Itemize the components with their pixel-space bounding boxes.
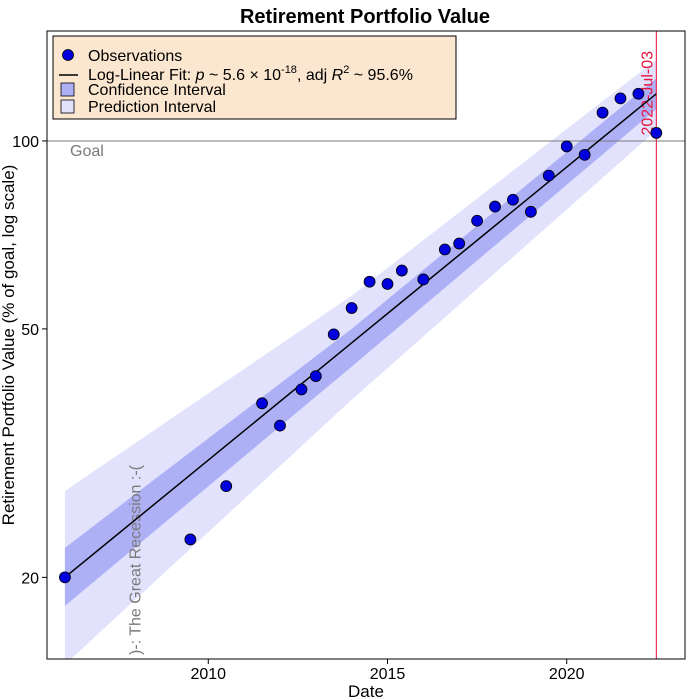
data-point (596, 106, 609, 119)
legend-confidence-label: Confidence Interval (88, 82, 226, 99)
legend-confidence-swatch (60, 82, 75, 97)
goal-label: Goal (70, 143, 104, 160)
legend-fit-r-exponent: 2 (343, 64, 349, 76)
data-point (59, 571, 71, 584)
legend-fit-exponent: -18 (281, 64, 297, 76)
data-point (453, 237, 466, 250)
legend-fit-adj: , adj (297, 67, 332, 84)
data-point (327, 328, 340, 341)
legend-observations-marker (62, 49, 74, 61)
y-tick-label: 100 (12, 134, 39, 151)
legend-fit-label: Log-Linear Fit: p ~ 5.6 × 10-18, adj R2 … (88, 64, 413, 84)
x-tick-label: 2010 (190, 666, 226, 683)
data-point (220, 480, 233, 493)
legend-prediction-swatch (60, 99, 75, 114)
data-point (650, 127, 663, 139)
recession-label: )-: The Great Recession :-( (128, 464, 145, 655)
data-point (578, 148, 591, 161)
y-tick-label: 20 (21, 570, 39, 587)
date-marker-label: 2022-Jul-03 (639, 51, 656, 136)
data-point (507, 193, 519, 206)
x-axis-title: Date (348, 682, 384, 700)
data-point (184, 533, 197, 546)
data-point (256, 397, 268, 410)
y-tick-label: 50 (21, 322, 39, 339)
y-axis: 20 50 100 (12, 134, 47, 587)
data-point (524, 205, 537, 218)
legend-fit-p: p (195, 67, 205, 84)
data-point (614, 92, 627, 105)
data-point (309, 370, 322, 383)
fit-line (64, 93, 657, 578)
y-axis-title: Retirement Portfolio Value (% of goal, l… (0, 165, 18, 526)
legend-box (52, 35, 457, 120)
data-point (417, 273, 430, 286)
x-axis: 2010 2015 2020 (190, 659, 585, 683)
data-point (274, 419, 286, 432)
plot-area: Goal 2022-Jul-03 )-: The Great Recession :… (47, 31, 685, 659)
data-point (489, 200, 501, 213)
data-point (438, 243, 451, 256)
legend: Observations Log-Linear Fit: p ~ 5.6 × 1… (52, 35, 457, 120)
data-point (395, 264, 408, 277)
chart-title: Retirement Portfolio Value (240, 6, 490, 28)
legend-observations-label: Observations (88, 48, 182, 65)
data-point (560, 140, 573, 153)
legend-fit-tail: ~ 95.6% (349, 67, 413, 84)
x-tick-label: 2020 (549, 666, 585, 683)
data-point (295, 383, 308, 396)
data-point (345, 302, 358, 314)
legend-fit-r: R (332, 67, 344, 84)
legend-fit-approx: ~ 5.6 × 10 (205, 67, 282, 84)
legend-fit-prefix: Log-Linear Fit: (88, 67, 196, 84)
legend-prediction-label: Prediction Interval (88, 99, 216, 116)
confidence-band (64, 78, 657, 606)
plot-frame (46, 30, 686, 660)
data-point (381, 278, 394, 290)
data-point (542, 169, 555, 182)
data-point (632, 87, 645, 100)
data-point (363, 275, 376, 288)
data-point (471, 214, 484, 227)
x-tick-label: 2015 (370, 666, 406, 683)
